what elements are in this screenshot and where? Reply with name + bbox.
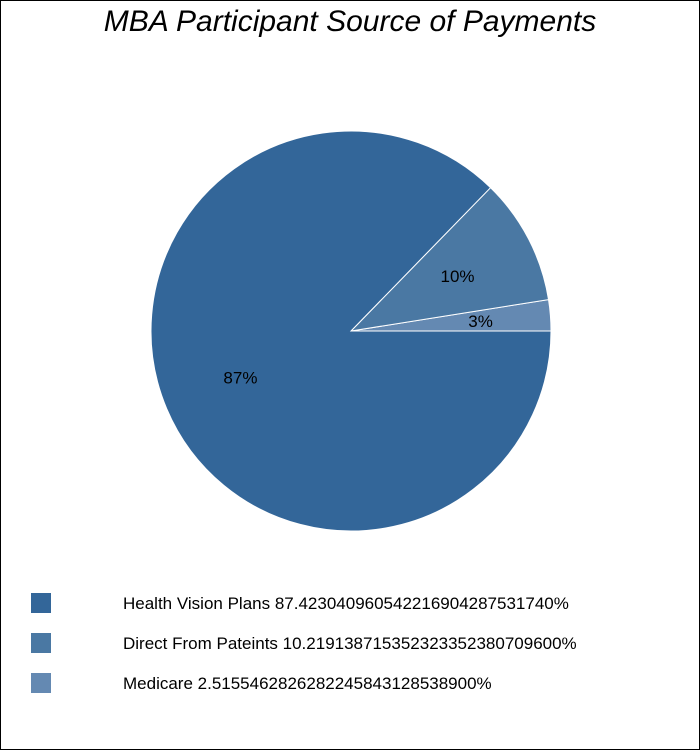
legend-label: Direct From Pateints 10.2191387153523233… [123,634,577,653]
slice-label: 87% [223,369,257,388]
legend: Health Vision Plans 87.42304096054221690… [31,591,691,711]
legend-swatch [31,633,51,653]
pie-slice-health-vision-plans [150,130,552,532]
chart-title: MBA Participant Source of Payments [103,5,597,38]
slice-label: 10% [441,267,475,286]
legend-swatch [31,673,51,693]
pie-slice-direct-from-pateints [349,186,550,332]
legend-swatch [31,593,51,613]
legend-label: Health Vision Plans 87.42304096054221690… [123,594,569,613]
slice-label: 3% [468,312,493,331]
legend-item: Direct From Pateints 10.2191387153523233… [31,631,691,671]
legend-item: Health Vision Plans 87.42304096054221690… [31,591,691,631]
pie-chart: 3% 10% 87% [150,130,552,532]
legend-item: Medicare 2.5155462826282245843128538900% [31,671,691,711]
legend-label: Medicare 2.5155462826282245843128538900% [123,674,492,693]
